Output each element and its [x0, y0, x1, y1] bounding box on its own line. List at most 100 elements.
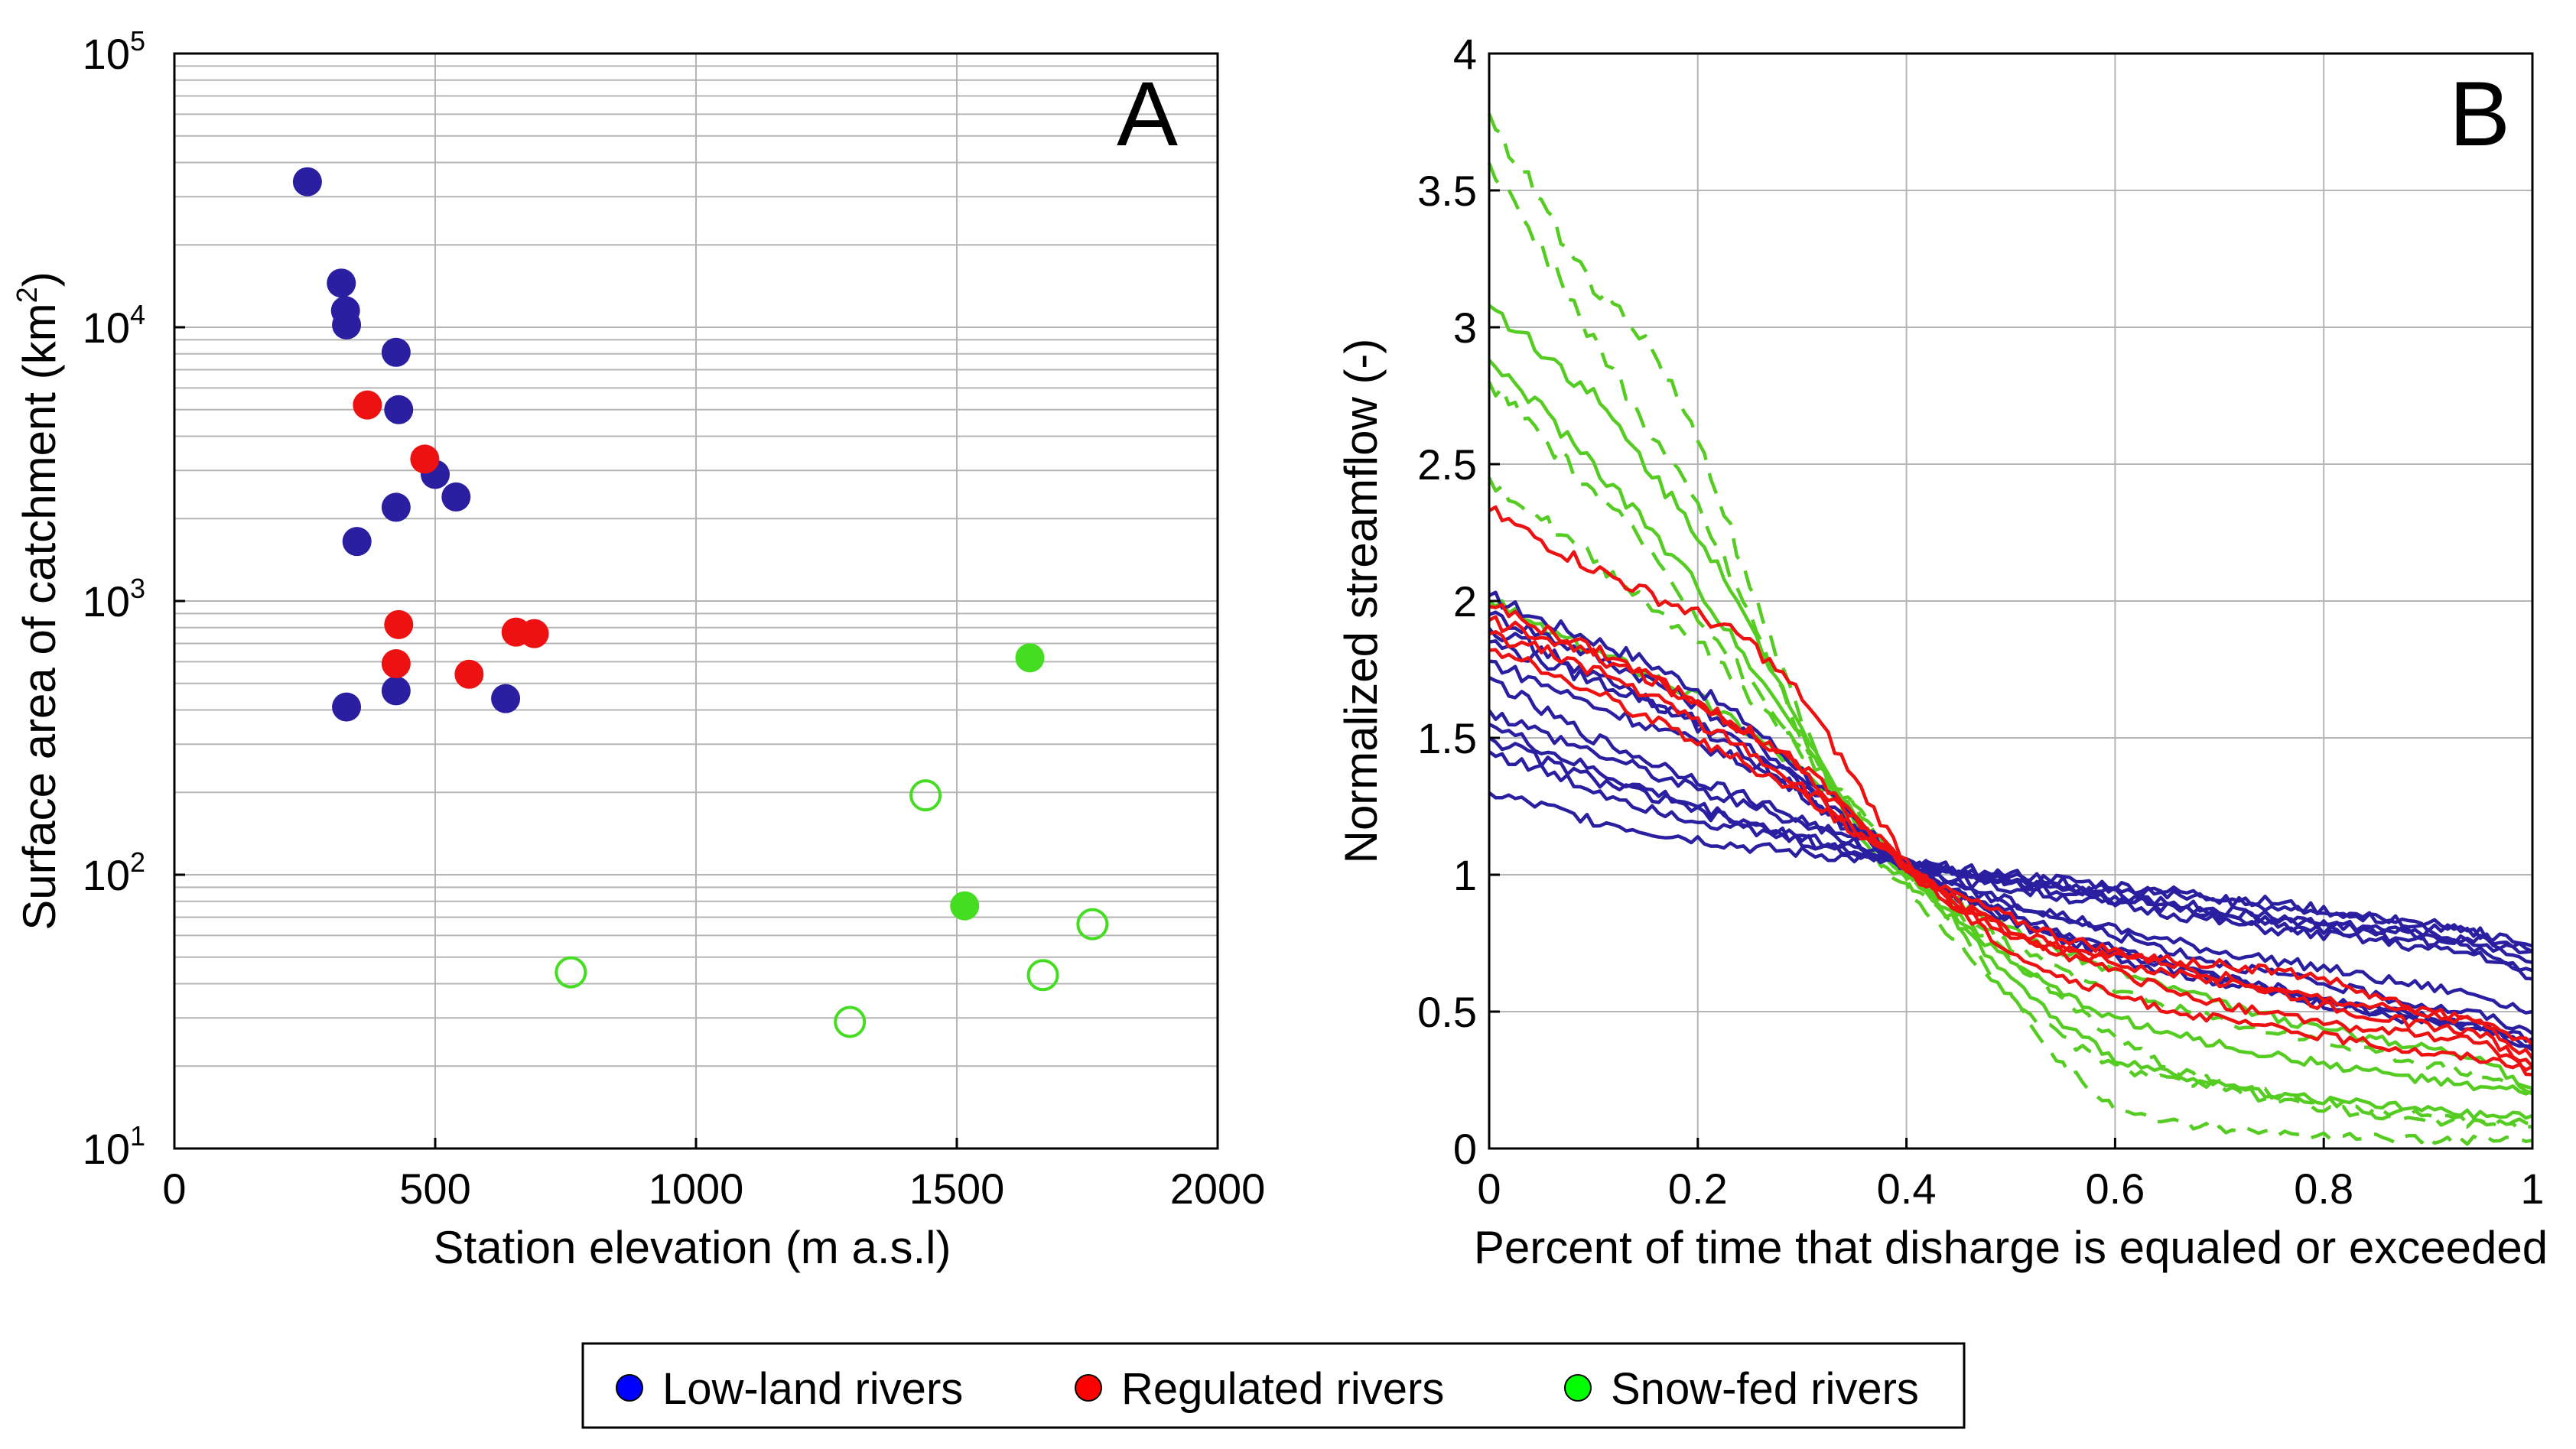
y-tick-exponent: 3 — [130, 573, 145, 604]
y-tick-label-b: 0.5 — [1417, 988, 1477, 1036]
data-point — [332, 310, 362, 340]
y-tick-base: 10 — [83, 304, 130, 352]
snow-curve — [1487, 381, 2533, 1090]
x-axis-label-b: Percent of time that disharge is equaled… — [1474, 1222, 2548, 1273]
data-point — [1076, 908, 1109, 941]
legend-label-snowfed: Snow-fed rivers — [1611, 1364, 1919, 1414]
x-tick-label-b: 0.4 — [1877, 1165, 1937, 1213]
y-tick-label-a: 104 — [83, 299, 145, 352]
x-tick-label-b: 0.6 — [2085, 1165, 2145, 1213]
snow-curve — [1487, 162, 2533, 1132]
y-tick-label-b: 2.5 — [1417, 440, 1477, 489]
data-point — [327, 268, 356, 298]
y-axis-label-b: Normalized streamflow (-) — [1335, 339, 1387, 864]
x-tick-label-a: 2000 — [1170, 1165, 1266, 1213]
data-point — [384, 609, 414, 639]
y-tick-exponent: 2 — [130, 846, 145, 878]
data-point — [292, 167, 322, 197]
data-point — [410, 444, 440, 474]
data-point — [441, 482, 471, 512]
y-tick-label-b: 4 — [1453, 30, 1477, 78]
lowland-curve — [1488, 627, 2534, 1051]
data-point — [1026, 959, 1059, 992]
lowland-curve — [1488, 791, 2533, 954]
legend-item-lowland: Low-land rivers — [616, 1364, 963, 1414]
data-point — [834, 1006, 867, 1038]
x-tick-label-a: 0 — [162, 1165, 186, 1213]
y-tick-base: 10 — [83, 577, 130, 625]
y-tick-exponent: 4 — [130, 299, 145, 330]
y-tick-base: 10 — [83, 30, 130, 78]
x-tick-label-b: 0.2 — [1668, 1165, 1728, 1213]
panel-label-b: B — [2449, 63, 2510, 165]
flow-duration-curves — [1487, 112, 2534, 1146]
data-point — [381, 492, 411, 522]
data-point — [454, 659, 484, 689]
snow-curve — [1487, 476, 2533, 1128]
y-tick-label-b: 3.5 — [1417, 167, 1477, 215]
y-tick-label-a: 103 — [83, 573, 145, 625]
x-axis-label-a: Station elevation (m a.s.l) — [434, 1222, 951, 1273]
grid-b — [1489, 54, 2532, 1148]
y-axis-label-a-end: ) — [14, 271, 65, 287]
legend-item-regulated: Regulated rivers — [1075, 1364, 1444, 1414]
regulated-curve — [1488, 505, 2534, 1068]
legend-label-lowland: Low-land rivers — [662, 1364, 963, 1414]
legend-box — [581, 1342, 1966, 1429]
lowland-curve — [1488, 736, 2533, 973]
regulated-curve — [1488, 603, 2533, 1077]
lowland-curve — [1488, 709, 2534, 1035]
y-axis-label-a-sup: 2 — [11, 287, 44, 303]
x-tick-label-b: 1 — [2520, 1165, 2544, 1213]
regulated-curve — [1488, 648, 2534, 1072]
y-tick-label-a: 105 — [83, 25, 145, 78]
lowland-curve — [1488, 676, 2533, 954]
legend-swatch-snowfed — [1564, 1374, 1592, 1402]
x-tick-label-a: 500 — [399, 1165, 470, 1213]
y-tick-label-b: 3 — [1453, 304, 1477, 352]
grid-a — [174, 54, 1218, 1148]
data-point — [381, 649, 411, 679]
legend-item-snowfed: Snow-fed rivers — [1564, 1364, 1919, 1414]
x-tick-label-a: 1500 — [909, 1165, 1005, 1213]
legend-label-regulated: Regulated rivers — [1121, 1364, 1444, 1414]
data-point — [342, 527, 372, 557]
regulated-curve — [1488, 629, 2534, 1060]
data-point — [384, 395, 414, 424]
y-tick-label-a: 102 — [83, 846, 145, 899]
legend-swatch-lowland — [616, 1374, 643, 1402]
y-tick-base: 10 — [83, 1125, 130, 1173]
data-point — [381, 337, 411, 367]
data-point — [491, 684, 521, 713]
y-tick-label-a: 101 — [83, 1120, 145, 1173]
scatter-points — [292, 167, 1109, 1038]
y-tick-label-b: 1 — [1453, 851, 1477, 899]
data-point — [555, 956, 587, 989]
line-panel-b: 0 0.2 0.4 0.6 0.8 1 0 0.5 1 1.5 2 2.5 3 3.5 4 B Percen… — [1335, 30, 2548, 1273]
lowland-curve — [1488, 659, 2533, 981]
y-tick-base: 10 — [83, 851, 130, 899]
x-tick-label-b: 0.8 — [2294, 1165, 2353, 1213]
data-point — [909, 779, 942, 812]
lowland-curve — [1488, 638, 2533, 1015]
y-tick-label-b: 0 — [1453, 1125, 1477, 1173]
y-tick-exponent: 5 — [130, 25, 145, 57]
legend-swatch-regulated — [1075, 1374, 1102, 1402]
x-tick-label-a: 1000 — [649, 1165, 744, 1213]
y-tick-exponent: 1 — [130, 1120, 145, 1152]
data-point — [519, 619, 549, 648]
snow-curve — [1487, 112, 2533, 1146]
y-axis-label-a: Surface area of catchment (km2) — [11, 271, 65, 930]
data-point — [1015, 643, 1045, 673]
data-point — [332, 692, 362, 722]
data-point — [353, 390, 382, 420]
snow-curve — [1488, 304, 2533, 1096]
data-point — [381, 676, 411, 706]
data-point — [950, 891, 980, 921]
snow-curve — [1488, 359, 2533, 1120]
ticks-b: 0 0.2 0.4 0.6 0.8 1 0 0.5 1 1.5 2 2.5 3 3.5 4 — [1417, 30, 2544, 1213]
y-tick-label-b: 1.5 — [1417, 714, 1477, 762]
